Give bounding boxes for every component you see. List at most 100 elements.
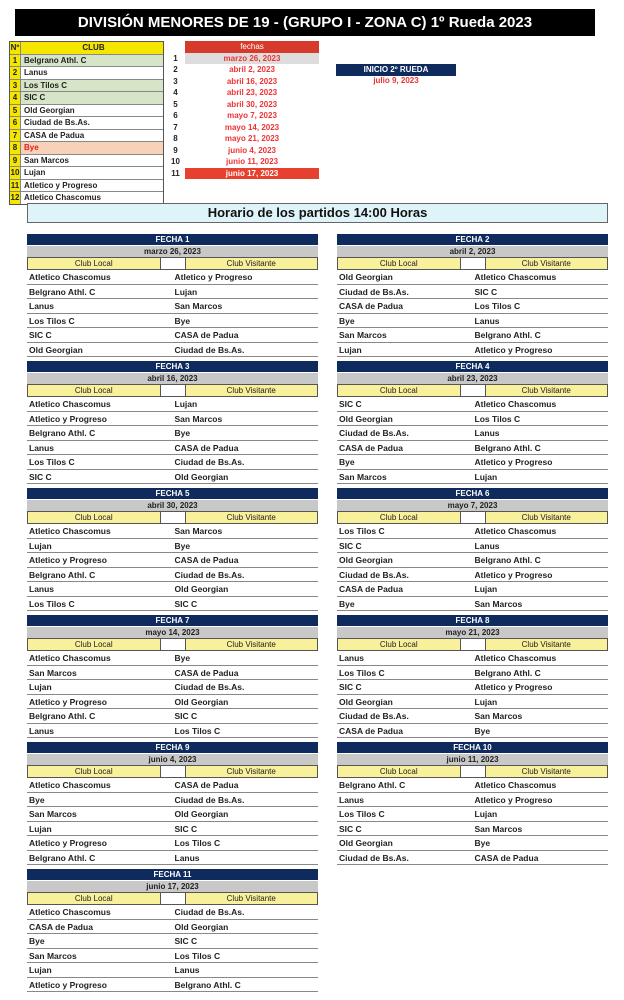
- inicio-segunda-rueda-date: julio 9, 2023: [373, 76, 419, 85]
- match-row: Atletico y Progreso Los Tilos C: [27, 836, 318, 851]
- club-row: 10 Lujan: [10, 166, 163, 179]
- away-team: San Marcos: [174, 413, 223, 424]
- home-team: SIC C: [339, 682, 362, 692]
- club-number: 4: [10, 92, 21, 104]
- inicio-segunda-rueda-label: INICIO 2º RUEDA: [336, 64, 456, 76]
- club-row: 11 Atletico y Progreso: [10, 178, 163, 191]
- club-name: San Marcos: [21, 154, 163, 166]
- home-team: Bye: [339, 457, 355, 467]
- home-team: Belgrano Athl. C: [29, 569, 96, 580]
- club-row: 3 Los Tilos C: [10, 78, 163, 91]
- away-team: Old Georgian: [174, 696, 229, 707]
- round-title: FECHA 7: [27, 615, 318, 626]
- away-team: San Marcos: [474, 598, 523, 609]
- home-team: Old Georgian: [339, 272, 393, 282]
- match-row: Ciudad de Bs.As. Lanus: [337, 426, 608, 441]
- match-row: CASA de Padua Old Georgian: [27, 920, 318, 934]
- col-visitante-header: Club Visitante: [521, 513, 571, 522]
- col-local-header: Club Local: [74, 894, 113, 903]
- club-number: 2: [10, 67, 21, 79]
- home-team: Atletico y Progreso: [29, 555, 107, 565]
- round-title: FECHA 6: [337, 488, 608, 499]
- round-column-headers: Club Local Club Visitante: [27, 765, 318, 778]
- match-row: Atletico Chascomus San Marcos: [27, 524, 318, 539]
- home-team: Old Georgian: [29, 344, 83, 355]
- away-team: CASA de Padua: [174, 780, 239, 790]
- round-date: mayo 7, 2023: [337, 499, 608, 511]
- club-name: Los Tilos C: [21, 79, 163, 91]
- away-team: Atletico y Progreso: [174, 272, 253, 282]
- away-team: Lanus: [474, 428, 500, 438]
- match-row: Old Georgian Bye: [337, 836, 608, 851]
- match-row: Ciudad de Bs.As. Atletico y Progreso: [337, 568, 608, 582]
- fecha-date: junio 17, 2023: [185, 167, 319, 179]
- away-team: Bye: [174, 428, 191, 438]
- home-team: San Marcos: [339, 471, 387, 482]
- away-team: Lujan: [474, 809, 498, 819]
- match-row: Lanus Los Tilos C: [27, 724, 318, 738]
- home-team: Atletico y Progreso: [29, 838, 107, 848]
- col-local-header: Club Local: [74, 513, 113, 522]
- home-team: CASA de Padua: [339, 584, 403, 594]
- away-team: Los Tilos C: [474, 413, 521, 424]
- fecha-row: 11 junio 17, 2023: [166, 167, 319, 179]
- away-team: Old Georgian: [174, 921, 229, 932]
- away-team: Belgrano Athl. C: [474, 667, 541, 678]
- away-team: Belgrano Athl. C: [174, 979, 241, 990]
- club-number: 7: [10, 129, 21, 141]
- club-name: Ciudad de Bs.As.: [21, 117, 163, 129]
- match-row: Atletico y Progreso CASA de Padua: [27, 553, 318, 568]
- club-name: Atletico Chascomus: [21, 192, 163, 204]
- match-row: San Marcos Belgrano Athl. C: [337, 328, 608, 343]
- away-team: SIC C: [174, 823, 198, 834]
- home-team: Old Georgian: [339, 838, 393, 848]
- home-team: San Marcos: [29, 950, 77, 961]
- fechas-header-row: fechas: [166, 41, 319, 53]
- match-row: Lujan Ciudad de Bs.As.: [27, 680, 318, 695]
- match-row: Los Tilos C Bye: [27, 314, 318, 328]
- away-team: Lanus: [174, 852, 200, 863]
- home-team: Los Tilos C: [339, 526, 385, 536]
- col-visitante-header: Club Visitante: [521, 259, 571, 268]
- club-row: 2 Lanus: [10, 66, 163, 79]
- away-team: SIC C: [174, 936, 198, 946]
- fecha-row: 6 mayo 7, 2023: [166, 110, 319, 122]
- home-team: Los Tilos C: [339, 667, 385, 678]
- away-team: CASA de Padua: [174, 667, 239, 678]
- club-name: Lanus: [21, 67, 163, 79]
- club-name: CASA de Padua: [21, 129, 163, 141]
- away-team: CASA de Padua: [474, 852, 539, 863]
- round-date: marzo 26, 2023: [27, 245, 318, 257]
- round-title: FECHA 10: [337, 742, 608, 753]
- match-row: Los Tilos C Atletico Chascomus: [337, 524, 608, 539]
- match-row: San Marcos Lujan: [337, 470, 608, 484]
- away-team: Los Tilos C: [474, 301, 521, 311]
- away-team: SIC C: [474, 286, 498, 297]
- round-date: mayo 14, 2023: [27, 626, 318, 638]
- col-local-header: Club Local: [379, 386, 418, 395]
- away-team: CASA de Padua: [174, 555, 239, 565]
- home-team: Atletico Chascomus: [29, 653, 111, 663]
- score-column-blank: [159, 258, 186, 269]
- fecha-number: 1: [173, 53, 178, 63]
- away-team: Ciudad de Bs.As.: [174, 457, 245, 467]
- match-row: Old Georgian Belgrano Athl. C: [337, 553, 608, 568]
- home-team: Bye: [29, 794, 45, 805]
- away-team: Belgrano Athl. C: [474, 330, 541, 340]
- fecha-row: 7 mayo 14, 2023: [166, 122, 319, 134]
- round-title: FECHA 1: [27, 234, 318, 245]
- round-block: FECHA 5 abril 30, 2023 Club Local Club Visi…: [27, 488, 318, 611]
- round-date: abril 2, 2023: [337, 245, 608, 257]
- round-title: FECHA 2: [337, 234, 608, 245]
- round-column-headers: Club Local Club Visitante: [27, 384, 318, 397]
- home-team: Atletico Chascomus: [29, 907, 111, 917]
- round-column-headers: Club Local Club Visitante: [337, 765, 608, 778]
- home-team: Lujan: [339, 344, 362, 355]
- home-team: Atletico Chascomus: [29, 272, 111, 282]
- match-row: Ciudad de Bs.As. San Marcos: [337, 709, 608, 724]
- match-row: Lujan Lanus: [27, 963, 318, 978]
- home-team: CASA de Padua: [339, 301, 403, 311]
- home-team: Belgrano Athl. C: [29, 711, 96, 721]
- home-team: CASA de Padua: [339, 442, 403, 453]
- away-team: SIC C: [174, 598, 198, 609]
